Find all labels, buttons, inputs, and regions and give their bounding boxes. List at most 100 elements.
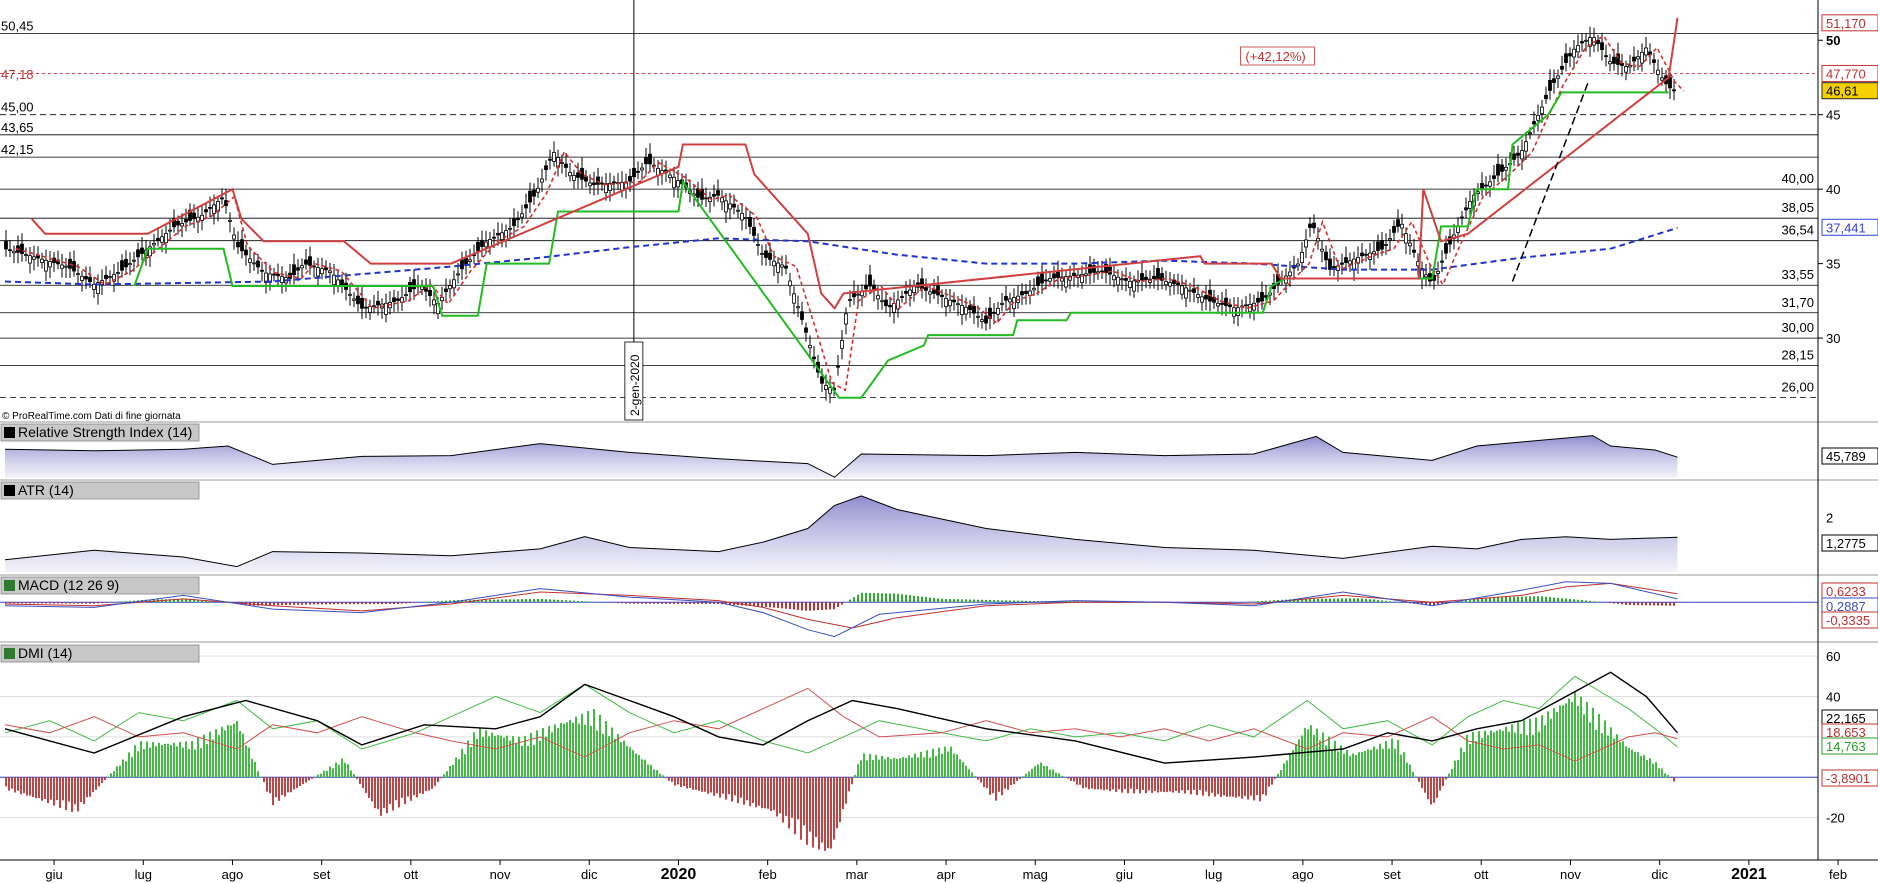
candle-body (1008, 298, 1012, 303)
candle-body (8, 249, 12, 252)
month-label: lug (135, 867, 152, 882)
candle-body (328, 270, 332, 273)
moving-average-line (4, 226, 1678, 286)
candle-body (156, 237, 160, 241)
candle-body (392, 297, 396, 302)
candle-body (200, 214, 204, 221)
candle-body (576, 172, 580, 178)
month-label: set (313, 867, 331, 882)
month-label: mag (1023, 867, 1048, 882)
candle-body (52, 257, 56, 264)
candle-body (500, 232, 504, 241)
candle-body (1492, 175, 1496, 179)
candle-body (1212, 296, 1216, 303)
candle-body (748, 216, 752, 227)
price-badge-box (1821, 64, 1878, 82)
candle-body (1352, 258, 1356, 271)
month-label: feb (759, 867, 777, 882)
candle-body (536, 187, 540, 193)
candle-body (1656, 69, 1660, 75)
candle-body (1552, 78, 1556, 84)
candle-body (356, 295, 360, 305)
candle-body (172, 218, 176, 228)
resistance-stop-line (31, 17, 1679, 310)
candle-body (1536, 115, 1540, 121)
candle-body (244, 249, 248, 256)
candle-body (984, 315, 988, 324)
candle-body (1168, 282, 1172, 287)
candle-body (700, 188, 704, 200)
month-label: ago (222, 867, 244, 882)
rsi-value-badge-box (1821, 447, 1878, 465)
candle-body (1364, 253, 1368, 256)
candle-body (316, 267, 320, 277)
candle-body (548, 158, 552, 161)
candle-body (844, 313, 848, 325)
candle-body (1576, 45, 1580, 53)
candle-body (112, 274, 116, 282)
candle-body (44, 259, 48, 272)
candle-body (756, 244, 760, 246)
candle-body (824, 385, 828, 390)
candle-body (84, 276, 88, 280)
candle-body (1340, 262, 1344, 265)
left-level-label: 47,18 (1, 67, 34, 82)
candle-body (1128, 280, 1132, 288)
candle-body (120, 260, 124, 271)
last-price-badge-box (1821, 82, 1878, 100)
candle-body (480, 239, 484, 247)
date-cursor-label: 2-gen-2020 (628, 354, 642, 416)
candle-body (804, 327, 808, 333)
dmi-value-badge: 14,763 (1826, 739, 1866, 754)
month-label: ott (1474, 867, 1489, 882)
dmi-axis-label: 40 (1826, 689, 1840, 704)
macd-value-badge: 0,6233 (1826, 584, 1866, 599)
candle-body (596, 176, 600, 185)
minus-di-line (4, 687, 1678, 762)
candle-body (1628, 64, 1632, 68)
candle-body (724, 200, 728, 213)
right-level-label: 40,00 (1781, 171, 1814, 186)
month-label: set (1383, 867, 1401, 882)
candle-body (1044, 279, 1048, 282)
candle-body (132, 259, 136, 262)
candle-body (48, 261, 52, 268)
candle-body (1224, 297, 1228, 306)
candle-body (1444, 243, 1448, 254)
candle-body (588, 182, 592, 187)
candle-body (248, 258, 252, 263)
candle-body (468, 259, 472, 262)
candle-body (104, 274, 108, 279)
candle-body (732, 203, 736, 208)
candle-body (768, 252, 772, 260)
candle-body (320, 268, 324, 275)
candle-body (88, 276, 92, 283)
candle-body (912, 286, 916, 294)
candle-body (840, 340, 844, 349)
percent-annotation-box (1240, 46, 1315, 66)
plus-di-line (4, 675, 1678, 754)
candle-body (1580, 41, 1584, 44)
candle-body (256, 260, 260, 268)
candle-body (180, 223, 184, 227)
candle-body (464, 257, 468, 265)
atr-label: ATR (14) (18, 482, 74, 498)
candle-body (1088, 264, 1092, 274)
macd-header-box (0, 576, 200, 595)
price-axis-label: 50 (1826, 33, 1840, 48)
candle-body (160, 236, 164, 243)
candle-body (944, 297, 948, 307)
dmi-label: DMI (14) (18, 645, 72, 661)
candle-body (1140, 273, 1144, 281)
candle-body (1480, 183, 1484, 189)
candle-body (352, 298, 356, 301)
candle-body (492, 236, 496, 239)
candle-body (1132, 280, 1136, 292)
data-credit: © ProRealTime.com Dati di fine giornata (2, 411, 181, 422)
candle-body (1516, 152, 1520, 156)
candle-body (168, 229, 172, 232)
candle-body (444, 288, 448, 292)
candle-body (96, 282, 100, 294)
candle-body (348, 293, 352, 296)
